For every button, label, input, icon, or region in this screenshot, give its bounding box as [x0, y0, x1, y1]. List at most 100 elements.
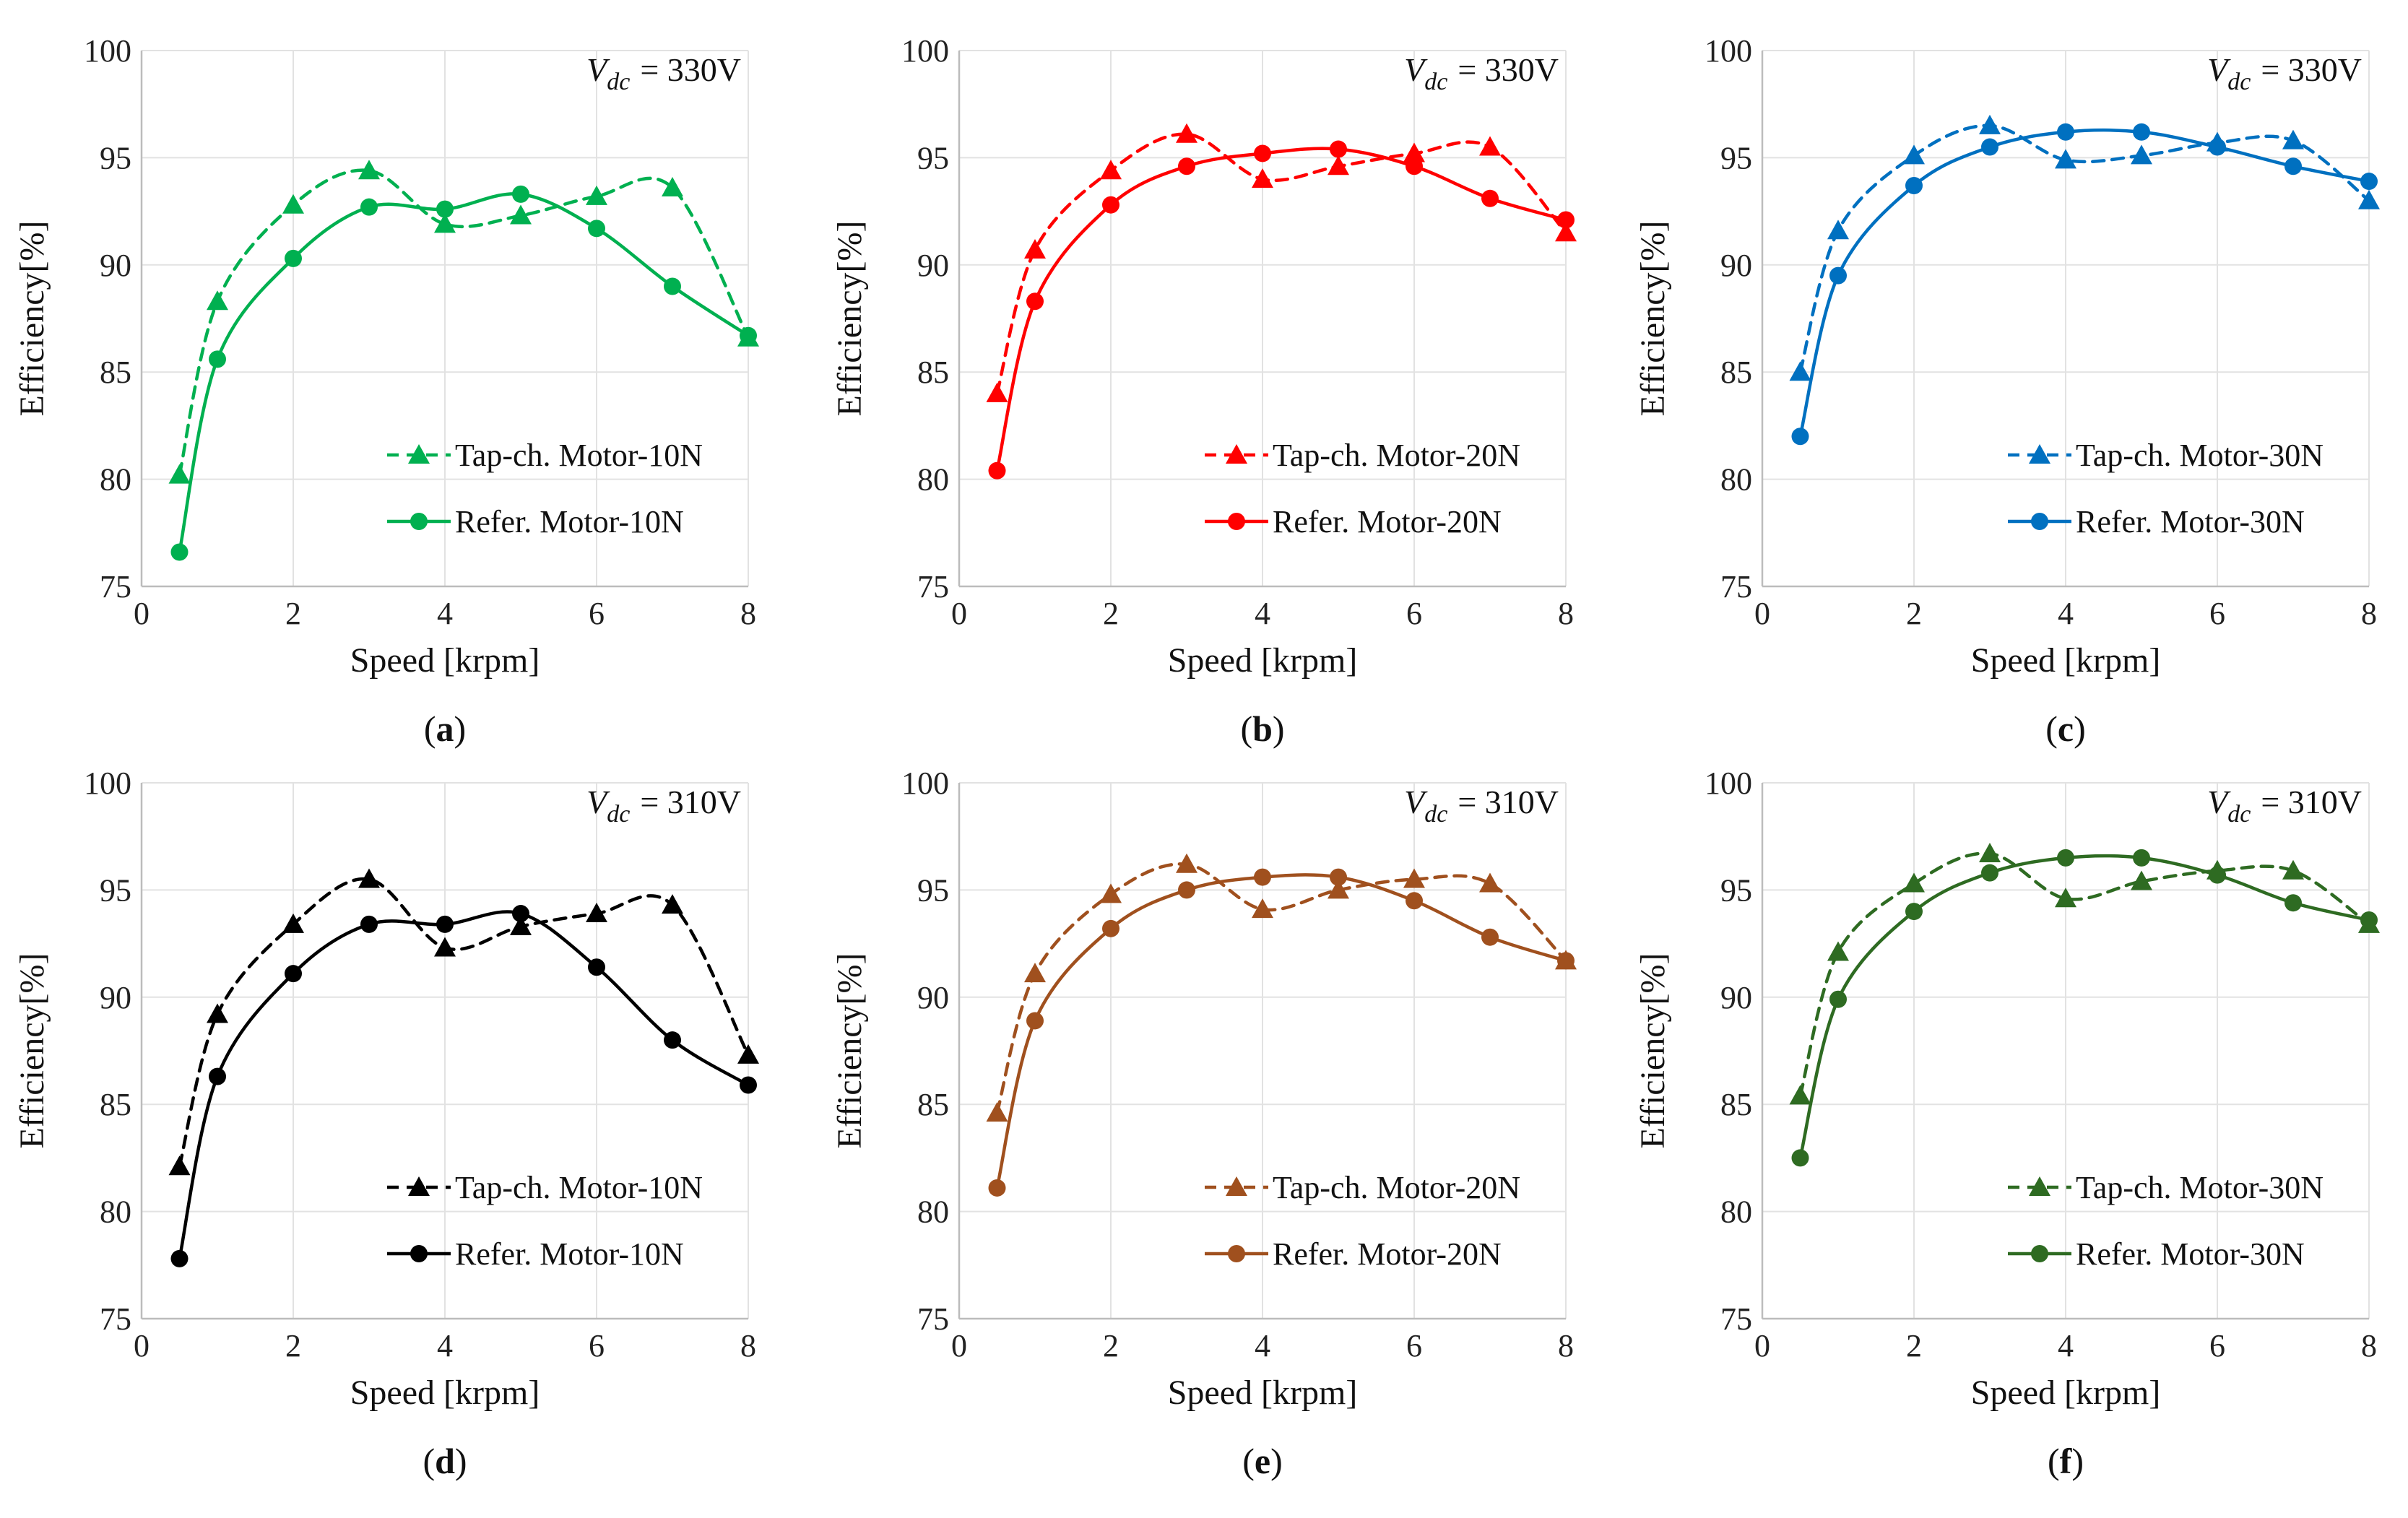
data-point-circle [2284, 894, 2302, 912]
y-tick-label: 75 [917, 569, 949, 604]
x-tick-label: 4 [1255, 1328, 1270, 1363]
data-point-triangle [1479, 872, 1501, 893]
data-point-triangle [1827, 220, 1849, 240]
data-point-circle [1905, 176, 1923, 194]
panel-e: 0 2 4 6 8 75 80 85 90 95 100 Speed [krpm] Efficiency… [831, 765, 1577, 1481]
caption-open-paren: ( [1240, 708, 1252, 749]
vdc-value: = 310V [2261, 784, 2362, 820]
data-point-triangle [434, 213, 456, 233]
vdc-symbol: V [1404, 51, 1428, 88]
data-point-triangle [662, 894, 683, 914]
y-tick-label: 100 [84, 765, 131, 801]
panel-a: 0 2 4 6 8 75 80 85 90 95 100 Speed [krpm] Efficiency… [13, 33, 759, 749]
legend-marker-triangle [408, 444, 430, 464]
legend-marker-circle [1228, 513, 1245, 530]
data-point-circle [2209, 138, 2226, 156]
data-point-circle [1481, 189, 1499, 207]
legend-marker-triangle [2029, 444, 2050, 464]
data-point-triangle [2055, 888, 2076, 908]
data-point-circle [1102, 196, 1119, 214]
data-point-circle [2360, 173, 2378, 191]
data-point-circle [1026, 292, 1044, 311]
data-point-circle [1557, 952, 1575, 970]
vdc-subscript: dc [607, 69, 630, 95]
legend-marker-triangle [2029, 1176, 2050, 1196]
data-point-circle [285, 249, 302, 267]
x-tick-label: 8 [1558, 1328, 1574, 1363]
data-point-triangle [1903, 872, 1925, 893]
data-point-circle [740, 326, 757, 344]
data-point-circle [360, 915, 378, 933]
vdc-symbol: V [1404, 784, 1428, 820]
caption-close-paren: ) [2071, 1441, 2084, 1481]
vdc-annotation: Vdc = 310V [2207, 784, 2362, 828]
caption-close-paren: ) [2074, 708, 2086, 749]
y-tick-label: 75 [100, 1301, 131, 1337]
data-point-circle [360, 198, 378, 216]
data-point-triangle [1100, 883, 1122, 903]
vdc-annotation: Vdc = 310V [1404, 784, 1559, 828]
legend-label: Refer. Motor-10N [455, 1236, 684, 1272]
data-point-triangle [662, 176, 683, 196]
data-point-circle [588, 220, 605, 238]
data-point-circle [1981, 864, 1998, 882]
vdc-value: = 330V [2261, 51, 2362, 88]
legend-marker-triangle [1226, 1176, 1247, 1196]
y-tick-label: 95 [917, 872, 949, 908]
legend-label: Tap-ch. Motor-20N [1273, 1170, 1520, 1205]
data-point-circle [170, 543, 189, 561]
y-tick-label: 100 [1705, 33, 1752, 69]
x-axis-label: Speed [krpm] [350, 1374, 540, 1412]
y-axis-label: Efficiency[%] [1634, 953, 1672, 1149]
y-tick-label: 85 [917, 355, 949, 390]
series-line-reference [995, 147, 1568, 472]
vdc-annotation: Vdc = 330V [586, 51, 741, 95]
data-point-triangle [1555, 222, 1577, 242]
y-tick-label: 100 [84, 33, 131, 69]
data-point-triangle [168, 1155, 191, 1176]
series-line-tap-changing [1798, 123, 2371, 374]
panel-b: 0 2 4 6 8 75 80 85 90 95 100 Speed [krpm] Efficiency… [831, 33, 1577, 749]
vdc-subscript: dc [1424, 801, 1447, 828]
data-point-triangle [586, 903, 607, 923]
y-tick-label: 95 [100, 872, 131, 908]
data-point-circle [209, 350, 226, 368]
data-point-triangle [586, 185, 607, 205]
data-point-triangle [207, 290, 228, 311]
data-point-triangle [1979, 114, 2001, 134]
x-axis-label: Speed [krpm] [1971, 641, 2161, 680]
series-line-reference [995, 873, 1568, 1190]
x-tick-label: 8 [2361, 1328, 2377, 1363]
data-point-triangle [2282, 129, 2304, 149]
data-point-triangle [1979, 842, 2001, 862]
x-tick-label: 8 [1558, 596, 1574, 631]
vdc-symbol: V [2207, 784, 2231, 820]
series-line-reference [178, 910, 750, 1261]
x-tick-label: 6 [589, 596, 605, 631]
data-point-circle [1791, 1149, 1809, 1167]
data-point-triangle [1100, 160, 1122, 180]
data-point-circle [1557, 211, 1575, 229]
data-point-circle [1026, 1012, 1044, 1030]
caption-open-paren: ( [423, 1441, 435, 1481]
y-tick-label: 85 [100, 1087, 131, 1122]
legend-label: Tap-ch. Motor-30N [2076, 1170, 2323, 1205]
y-tick-label: 100 [901, 765, 949, 801]
data-point-circle [1905, 903, 1923, 921]
y-tick-label: 80 [1720, 1194, 1752, 1230]
legend-marker-circle [2031, 1245, 2048, 1262]
y-tick-label: 85 [917, 1087, 949, 1122]
panel-f: 0 2 4 6 8 75 80 85 90 95 100 Speed [krpm] Efficiency… [1634, 765, 2380, 1481]
x-axis-label: Speed [krpm] [1168, 641, 1358, 680]
caption-close-paren: ) [454, 708, 467, 749]
data-point-circle [1829, 266, 1847, 285]
vdc-symbol: V [2207, 51, 2231, 88]
legend-label: Refer. Motor-30N [2076, 504, 2305, 539]
x-tick-label: 6 [589, 1328, 605, 1363]
y-tick-label: 85 [100, 355, 131, 390]
data-point-triangle [1403, 868, 1425, 888]
data-point-circle [1254, 868, 1271, 886]
vdc-subscript: dc [2227, 801, 2251, 828]
x-axis-label: Speed [krpm] [1168, 1374, 1358, 1412]
